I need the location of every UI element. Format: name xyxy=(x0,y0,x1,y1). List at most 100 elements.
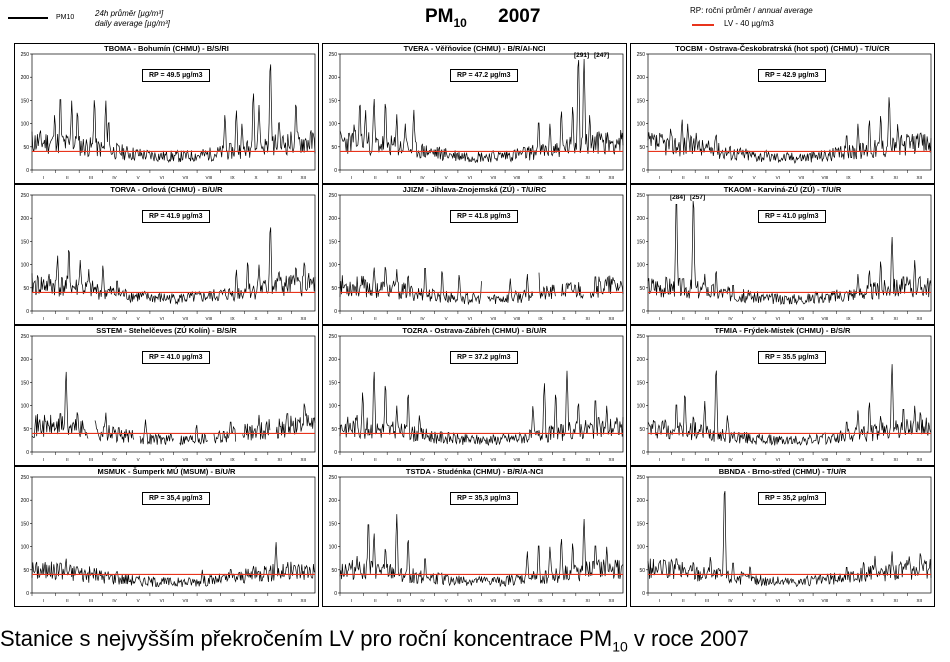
x-tick-label: IX xyxy=(230,175,234,180)
x-tick-label: II xyxy=(66,316,69,321)
x-tick-label: IV xyxy=(420,457,424,462)
chart-panel: 0 50 100 150 200 250 I II III IV V VI VII VIII IX X XI XI… xyxy=(14,466,319,607)
x-tick-label: VI xyxy=(776,598,780,603)
daily-series-line xyxy=(339,58,624,164)
x-tick-label: X xyxy=(871,457,874,462)
x-tick-label: XI xyxy=(585,175,589,180)
legend-rp-label: RP: roční průměr / annual average xyxy=(690,6,813,15)
chart-grid: 0 50 100 150 200 250 I II III IV V VI VII VIII IX X XI XI… xyxy=(14,43,935,607)
x-tick-label: IV xyxy=(728,175,732,180)
y-tick-label: 100 xyxy=(637,263,646,269)
x-tick-label: IX xyxy=(538,598,542,603)
chart-frame xyxy=(14,43,319,184)
x-tick-label: I xyxy=(351,598,352,603)
x-tick-label: III xyxy=(89,175,93,180)
x-tick-label: III xyxy=(397,457,401,462)
x-tick-label: IX xyxy=(846,457,850,462)
chart-title: TVERA - Věřňovice (CHMU) - B/R/AI-NCI xyxy=(403,44,546,53)
x-tick-label: VII xyxy=(491,175,497,180)
peak-annotation: [284] xyxy=(670,194,686,201)
x-tick-label: VIII xyxy=(821,457,828,462)
x-tick-label: V xyxy=(137,598,140,603)
x-tick-label: VIII xyxy=(513,598,520,603)
x-tick-label: VI xyxy=(468,175,472,180)
y-tick-label: 0 xyxy=(334,591,337,597)
x-tick-label: IV xyxy=(420,316,424,321)
x-tick-label: III xyxy=(89,457,93,462)
x-tick-label: VII xyxy=(491,457,497,462)
x-tick-label: VIII xyxy=(821,316,828,321)
x-tick-label: VI xyxy=(776,175,780,180)
x-tick-label: II xyxy=(374,316,377,321)
y-tick-label: 200 xyxy=(21,216,30,222)
x-tick-label: II xyxy=(374,175,377,180)
title-year: 2007 xyxy=(498,6,541,27)
legend-annual-average: RP: roční průměr / annual average LV - 4… xyxy=(690,6,940,36)
chart-title: TSTDA - Studénka (CHMU) - B/R/A-NCI xyxy=(405,467,544,476)
y-tick-label: 150 xyxy=(637,239,646,245)
x-tick-label: I xyxy=(351,457,352,462)
annual-average-box: RP = 47.2 µg/m3 xyxy=(450,69,518,82)
x-tick-label: XI xyxy=(277,457,281,462)
chart-frame xyxy=(322,184,627,325)
chart-frame xyxy=(630,184,935,325)
chart-title: TOZRA - Ostrava-Zábřeh (CHMU) - B/U/R xyxy=(402,326,547,335)
x-tick-label: VI xyxy=(468,457,472,462)
title-main: PM xyxy=(425,6,454,27)
chart-panel: 0 50 100 150 200 250 I II III IV V VI VII VIII IX X XI XI… xyxy=(630,43,935,184)
y-tick-label: 50 xyxy=(331,145,337,151)
x-tick-label: IX xyxy=(230,598,234,603)
y-tick-label: 0 xyxy=(334,168,337,174)
x-tick-label: XI xyxy=(893,457,897,462)
x-tick-label: VII xyxy=(799,175,805,180)
x-tick-label: XI xyxy=(893,316,897,321)
x-tick-label: VI xyxy=(160,175,164,180)
y-tick-label: 200 xyxy=(637,216,646,222)
y-tick-label: 200 xyxy=(21,357,30,363)
y-tick-label: 50 xyxy=(23,145,29,151)
y-tick-label: 50 xyxy=(639,286,645,292)
chart-panel: 0 50 100 150 200 250 I II III IV V VI VII VIII IX X XI XI… xyxy=(322,43,627,184)
y-tick-label: 100 xyxy=(637,122,646,128)
x-tick-label: V xyxy=(753,598,756,603)
x-tick-label: X xyxy=(871,598,874,603)
y-tick-label: 250 xyxy=(329,475,338,481)
annual-average-box: RP = 41.8 µg/m3 xyxy=(450,210,518,223)
x-tick-label: IV xyxy=(728,316,732,321)
x-tick-label: II xyxy=(682,175,685,180)
y-tick-label: 100 xyxy=(329,545,338,551)
y-tick-label: 0 xyxy=(26,168,29,174)
x-tick-label: V xyxy=(137,175,140,180)
y-tick-label: 100 xyxy=(637,404,646,410)
chart-title: MSMUK - Šumperk MÚ (MSUM) - B/U/R xyxy=(97,467,236,476)
x-tick-label: VIII xyxy=(205,598,212,603)
x-tick-label: X xyxy=(871,175,874,180)
x-tick-label: X xyxy=(563,175,566,180)
y-tick-label: 250 xyxy=(21,52,30,58)
daily-series-line xyxy=(647,200,932,306)
y-tick-label: 50 xyxy=(331,286,337,292)
y-tick-label: 0 xyxy=(334,309,337,315)
y-tick-label: 250 xyxy=(637,52,646,58)
x-tick-label: IV xyxy=(112,316,116,321)
y-tick-label: 50 xyxy=(23,286,29,292)
y-tick-label: 0 xyxy=(642,168,645,174)
x-tick-label: XI xyxy=(277,175,281,180)
x-tick-label: X xyxy=(255,175,258,180)
x-tick-label: XII xyxy=(608,175,614,180)
legend-daily-line xyxy=(8,17,48,19)
y-tick-label: 150 xyxy=(21,239,30,245)
x-tick-label: III xyxy=(397,175,401,180)
chart-title: TFMIA - Frýdek-Místek (CHMU) - B/S/R xyxy=(714,326,851,335)
annual-average-box: RP = 35,4 µg/m3 xyxy=(142,492,210,505)
x-tick-label: IX xyxy=(846,598,850,603)
daily-series-line xyxy=(339,370,624,447)
chart-frame xyxy=(322,43,627,184)
x-tick-label: XII xyxy=(300,175,306,180)
legend-rp-label-cz: RP: roční průměr / xyxy=(690,6,756,15)
x-tick-label: XI xyxy=(585,316,589,321)
